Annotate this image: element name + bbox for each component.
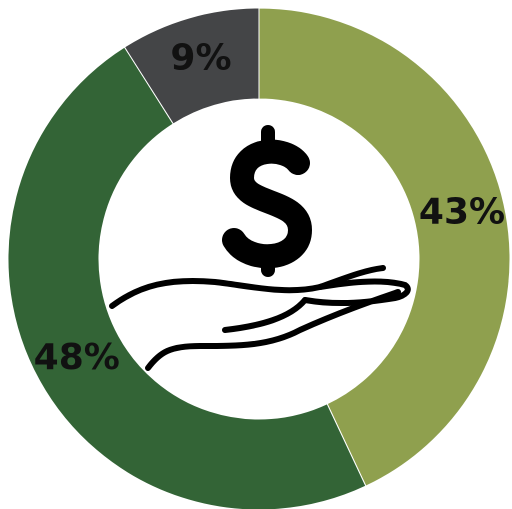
money-hand-icon (109, 125, 411, 371)
segments (7, 7, 511, 509)
value-label: 9% (170, 37, 231, 78)
hand-bottom (145, 289, 401, 371)
hand-top (109, 265, 386, 309)
value-label: 48% (34, 337, 120, 378)
hand-finger (302, 278, 411, 307)
hand-thumb (222, 297, 308, 333)
donut-segment (258, 7, 511, 487)
dollar-s (222, 139, 312, 269)
value-label: 43% (419, 192, 505, 233)
donut-segment (7, 46, 367, 509)
donut-segment (123, 7, 260, 125)
